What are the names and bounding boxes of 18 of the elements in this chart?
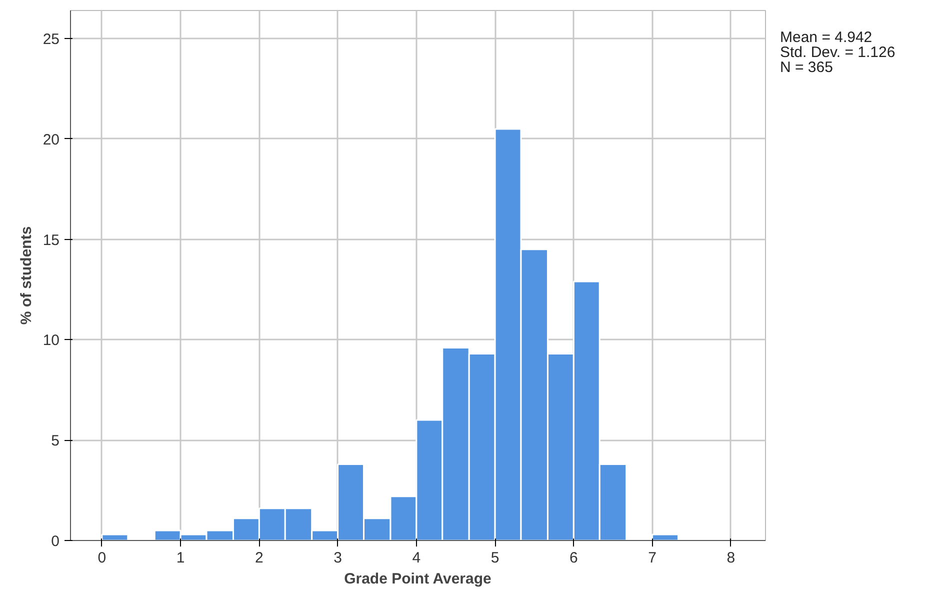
x-tick-label: 0 <box>98 550 106 566</box>
x-tick-label: 4 <box>412 550 421 566</box>
y-tick-label: 15 <box>42 232 60 249</box>
y-axis-title: % of students <box>18 226 35 325</box>
y-tick-label: 5 <box>51 432 60 450</box>
y-tick-label: 25 <box>42 31 60 48</box>
x-tick-label: 7 <box>648 550 656 566</box>
text: Mean = 4.942 Std. Dev. = 1.126 N = 365 <box>780 29 896 76</box>
x-tick-label: 3 <box>334 550 342 566</box>
y-tick-label: 20 <box>42 131 60 148</box>
x-tick-label: 1 <box>176 550 185 566</box>
x-tick-label: 8 <box>726 550 736 566</box>
x-tick-label: 6 <box>569 550 578 566</box>
x-tick-label: 5 <box>490 550 500 566</box>
x-axis-title: Grade Point Average <box>344 570 492 588</box>
y-tick-label: 0 <box>51 533 60 550</box>
x-tick-label: 2 <box>255 550 264 566</box>
y-tick-label: 10 <box>42 332 60 350</box>
